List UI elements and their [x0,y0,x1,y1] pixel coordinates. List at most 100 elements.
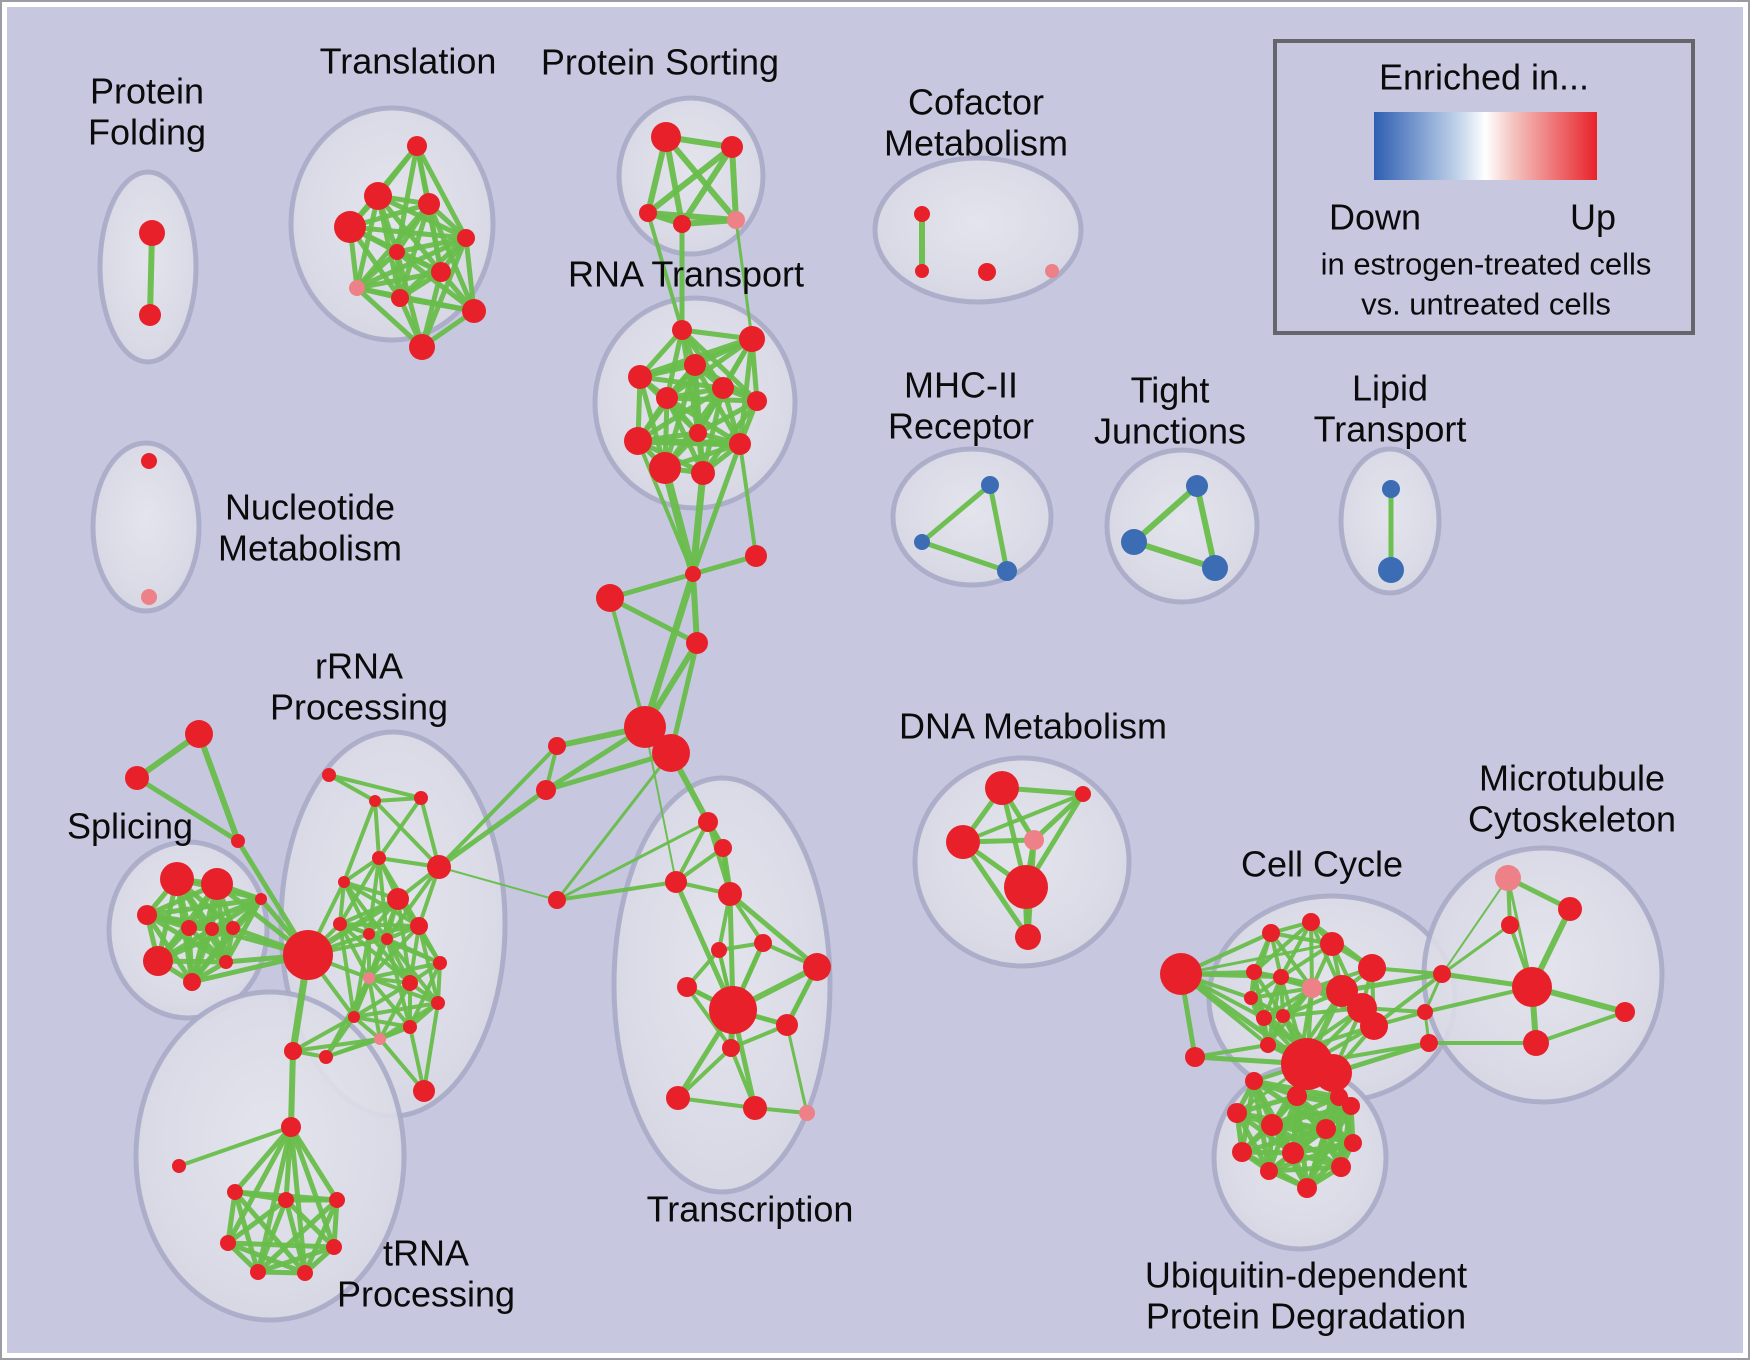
node-tx13 [666,1086,690,1110]
edge-sp4-sp8 [186,925,195,985]
edge-tx5-tx1 [555,820,710,902]
node-mt1 [1495,865,1521,891]
edge-ta-tn5 [288,1124,337,1250]
edge-ti-ta [177,1125,293,1168]
node-mcj3 [1420,1034,1438,1052]
node-tn1 [227,1184,243,1200]
node-cc7 [1273,969,1289,985]
node-tr11 [409,334,435,360]
edge-tr2-tr8 [354,193,381,291]
node-tn6 [250,1264,266,1280]
node-cf3 [978,263,996,281]
node-ps2 [721,136,743,158]
edge-tr7-tr8 [354,269,444,291]
node-mt3 [1501,916,1519,934]
edge-ch1-ch4 [690,571,700,646]
node-ta [281,1117,301,1137]
node-rt9 [624,427,652,455]
edge-cc1-cc14 [1193,1043,1270,1059]
edge-tr5-tr6 [394,235,469,255]
edge-ta-tn4 [225,1124,294,1246]
node-tx9 [677,977,697,997]
edge-rr2-rr6 [342,799,377,884]
edge-rr11-rr12 [385,937,442,965]
edge-ta-tn3 [288,1124,340,1203]
node-dm5 [1004,865,1048,909]
node-st1 [185,720,213,748]
node-sp2 [201,868,233,900]
node-tj3 [1202,555,1228,581]
node-mcj2 [1417,1004,1433,1020]
edge-rr2-rr5 [373,799,441,869]
edge-rr13-rr15 [367,976,440,1005]
cluster-label-rna-transport-line-1: RNA Transport [568,254,804,295]
edge-dm2-dm3 [961,792,1085,844]
node-tr9 [391,289,409,307]
edge-rr6-rr9 [338,880,346,926]
node-ub4 [1227,1103,1247,1123]
cluster-ellipse-mhc-ii-receptor [890,446,1054,588]
edge-mid2-rr5 [436,787,549,870]
node-cc3 [1302,913,1320,931]
node-hub1 [624,706,666,748]
node-rt5 [712,377,734,399]
edge-tx8-tx4 [727,891,820,970]
edge-rt7-rt12 [700,398,760,476]
node-sp8 [183,973,201,991]
edge-mh1-mh2 [919,482,993,545]
edge-cc0-cc4 [1179,942,1334,976]
node-tr2 [364,182,392,210]
node-tx5 [548,891,566,909]
edge-tr6-tr10 [394,249,477,314]
cluster-label-trna-processing-line-1: tRNA [383,1233,469,1274]
node-sp3 [137,905,157,925]
node-rt2 [739,326,765,352]
cluster-label-ubiquitin-degradation-line-1: Ubiquitin-dependent [1145,1255,1467,1296]
edge-cc8-cc11 [1249,986,1314,1000]
edge-rr4-rr10 [367,856,381,936]
edge-dm2-dm4 [1031,791,1086,843]
node-tn5 [326,1239,342,1255]
edge-tn4-tn5 [225,1240,337,1250]
legend-box [1273,39,1695,335]
node-rt6 [656,387,678,409]
node-tr1 [407,136,427,156]
edge-ub12-ub13 [1304,1140,1356,1191]
edge-rt4-rt5 [637,374,726,391]
node-sp9 [255,893,267,905]
edge-tj1-tj3 [1194,483,1218,571]
node-rt4 [628,365,652,389]
cluster-ellipse-cofactor-metabolism [872,155,1084,305]
cluster-label-cofactor-metabolism-line-1: Cofactor [908,82,1044,123]
edge-ps2-ps5 [729,144,739,223]
edge-tx11-tx15 [785,1023,809,1115]
cluster-label-ubiquitin-degradation-line-2: Protein Degradation [1146,1296,1466,1337]
edge-tr6-tr8 [354,249,400,291]
node-rr15 [431,996,445,1010]
node-tx3 [665,871,687,893]
legend-gradient-bar [1374,112,1597,180]
node-mt5 [1523,1030,1549,1056]
edge-rr17-rr20 [324,1015,356,1059]
node-cc2 [1262,924,1280,942]
node-tx4 [718,882,742,906]
edge-st1-st3 [196,731,241,844]
edge-ch3-ch4 [607,595,700,646]
cluster-label-nucleotide-metabolism-line-1: Nucleotide [225,487,395,528]
node-ub2 [1287,1086,1307,1106]
edge-tr4-tr5 [347,224,469,241]
edge-tr1-tr5 [414,143,469,241]
node-cc17 [1314,1054,1352,1092]
node-tx6 [711,942,727,958]
node-dm6 [1015,924,1041,950]
node-ch4 [686,632,708,654]
node-nm2 [141,589,157,605]
edge-ps3-rt1 [646,211,684,332]
node-ub8 [1232,1142,1252,1162]
edge-rt12-ch1 [689,469,707,578]
node-tn2 [278,1192,294,1208]
edge-tr8-tr11 [354,285,425,350]
cluster-label-rrna-processing-line-1: rRNA [315,646,403,687]
edge-ps5-rt2 [734,218,754,341]
